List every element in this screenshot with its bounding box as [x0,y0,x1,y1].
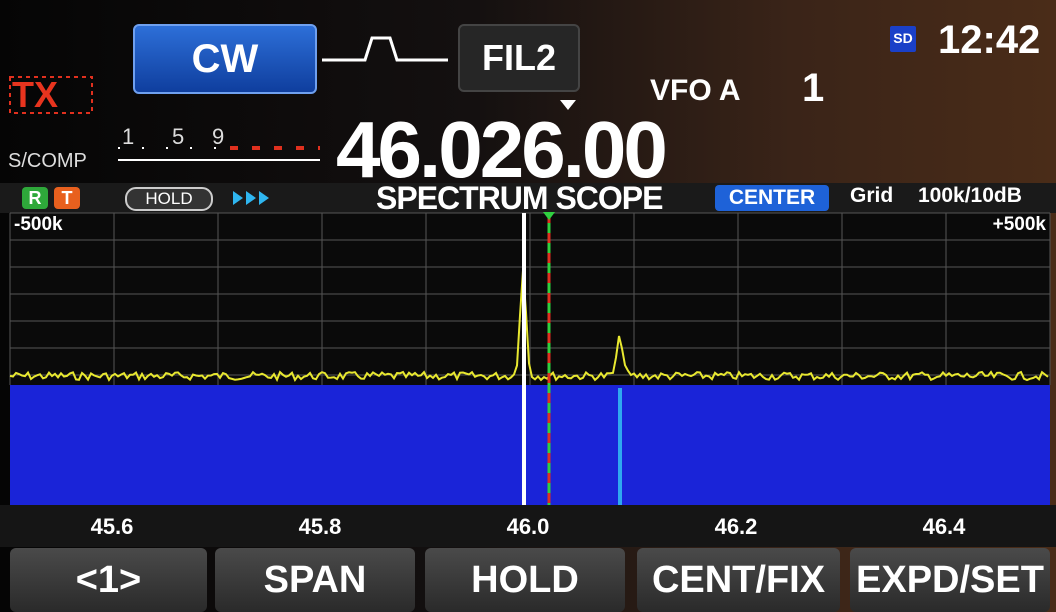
mode-button[interactable]: CW [133,24,317,94]
t-badge: T [54,187,80,209]
soft-button[interactable]: HOLD [425,548,625,612]
soft-button[interactable]: <1> [10,548,207,612]
r-badge: R [22,187,48,209]
filter-icon [322,36,448,62]
scope-title: SPECTRUM SCOPE [376,180,663,216]
axis-label: 45.8 [298,514,342,539]
vfo-label: VFO A [650,74,741,107]
grid-label: Grid [850,184,894,207]
axis-label: 46.2 [714,514,758,539]
left-edge: -500k [14,214,63,235]
hold-badge: HOLD [125,187,213,211]
axis-label: 45.6 [90,514,134,539]
right-edge: +500k [992,214,1046,235]
axis-label: 46.0 [506,514,550,539]
axis-label: 46.4 [922,514,966,539]
grid-value: 100k/10dB [918,184,1022,207]
soft-button[interactable]: EXPD/SET [850,548,1050,612]
tx-indicator: TX [12,74,59,115]
filter-button[interactable]: FIL2 [458,24,580,92]
sweep-icon [233,191,269,205]
scope-area [10,213,1050,385]
meter-scale-9: 9 [212,124,225,149]
soft-button[interactable]: CENT/FIX [637,548,840,612]
sd-label: SD [893,30,913,46]
meter-scale-1: 1 [122,124,135,149]
spectrum-trace [9,270,1049,383]
meter-scale-5: 5 [172,124,185,149]
scope-grid [9,212,1051,385]
scope-mode: CENTER [715,185,829,211]
frequency: 46.026.00 [336,105,668,194]
vfo-number: 1 [802,66,825,110]
clock: 12:42 [938,18,1041,62]
waterfall [10,385,1050,505]
meter-label: S/COMP [8,150,87,172]
soft-button[interactable]: SPAN [215,548,415,612]
